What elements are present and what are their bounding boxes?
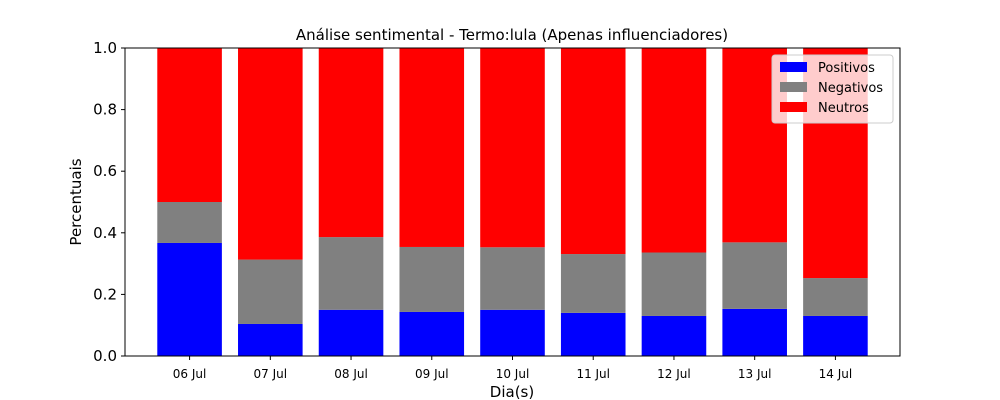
bar-neutros-07-jul [238, 48, 303, 260]
x-tick-label: 07 Jul [254, 367, 288, 381]
bar-negativos-10-jul [480, 247, 545, 310]
y-axis: 0.0 0.2 0.4 0.6 0.8 1.0 [93, 39, 125, 365]
bar-positivos-11-jul [560, 312, 626, 356]
bar-neutros-12-jul [641, 48, 707, 253]
x-tick-label: 06 Jul [173, 367, 207, 381]
bar-negativos-07-jul [238, 259, 303, 324]
legend-label-positivos: Positivos [818, 61, 875, 76]
bar-negativos-14-jul [803, 278, 868, 316]
legend-swatch-negativos [780, 82, 807, 92]
y-tick-label: 0.6 [93, 162, 117, 180]
x-tick-label: 12 Jul [657, 367, 691, 381]
bar-neutros-09-jul [399, 48, 465, 247]
bar-neutros-10-jul [480, 48, 545, 248]
bar-neutros-08-jul [318, 48, 384, 238]
y-tick-label: 1.0 [93, 39, 117, 57]
bar-negativos-09-jul [399, 246, 465, 312]
chart-title: Análise sentimental - Termo:lula (Apenas… [296, 26, 728, 44]
y-tick-label: 0.4 [93, 224, 117, 242]
bar-positivos-07-jul [238, 323, 303, 356]
legend-swatch-positivos [780, 62, 807, 72]
legend-swatch-neutros [780, 102, 807, 112]
x-tick-label: 11 Jul [576, 367, 610, 381]
bar-positivos-08-jul [318, 309, 384, 356]
x-axis-label: Dia(s) [490, 383, 534, 400]
bars-group [157, 48, 868, 356]
x-tick-label: 14 Jul [819, 367, 853, 381]
y-tick-label: 0.8 [93, 101, 117, 119]
legend: Positivos Negativos Neutros [771, 54, 894, 124]
x-tick-label: 10 Jul [496, 367, 530, 381]
bar-neutros-11-jul [560, 48, 626, 255]
legend-label-neutros: Neutros [818, 101, 869, 116]
y-tick-label: 0.0 [93, 347, 117, 365]
legend-label-negativos: Negativos [818, 81, 883, 96]
x-tick-label: 13 Jul [738, 367, 772, 381]
bar-positivos-14-jul [803, 315, 868, 356]
bar-negativos-06-jul [157, 202, 222, 243]
bar-positivos-12-jul [641, 315, 707, 356]
bar-negativos-11-jul [560, 254, 626, 313]
bar-negativos-12-jul [641, 252, 707, 316]
bar-negativos-08-jul [318, 237, 384, 310]
bar-positivos-13-jul [722, 308, 787, 356]
bar-neutros-06-jul [157, 48, 222, 202]
y-axis-label: Percentuais [67, 158, 85, 245]
x-axis: 06 Jul 07 Jul 08 Jul 09 Jul 10 Jul 11 Jul 12 J… [173, 356, 852, 381]
bar-negativos-13-jul [722, 242, 787, 309]
x-tick-label: 08 Jul [334, 367, 368, 381]
bar-positivos-09-jul [399, 311, 465, 356]
bar-positivos-10-jul [480, 309, 545, 356]
y-tick-label: 0.2 [93, 285, 117, 303]
bar-positivos-06-jul [157, 242, 222, 356]
x-tick-label: 09 Jul [415, 367, 449, 381]
